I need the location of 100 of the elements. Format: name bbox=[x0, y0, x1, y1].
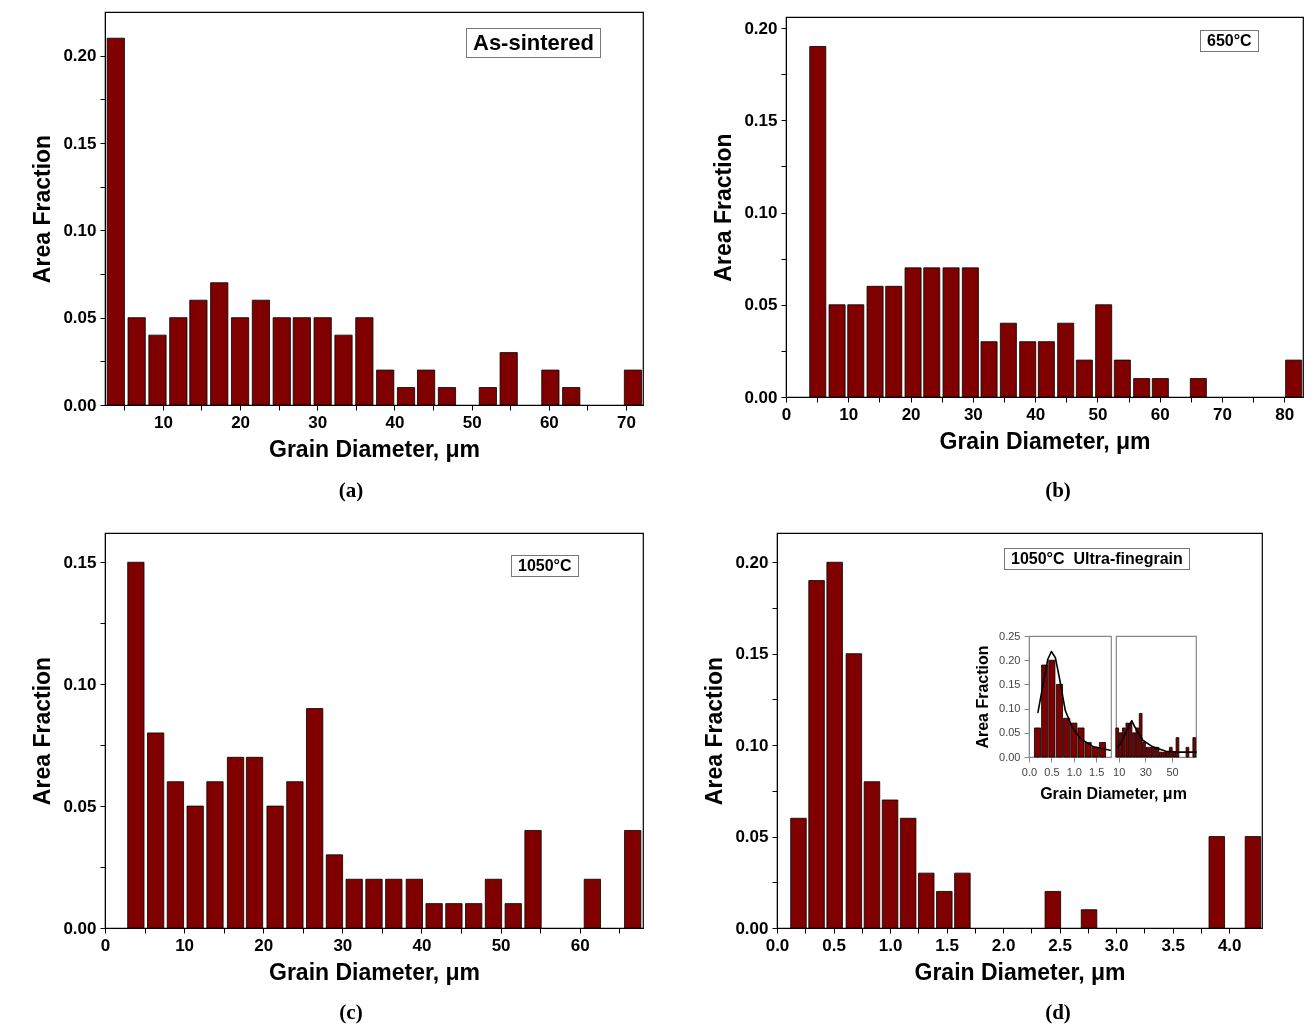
bar bbox=[266, 805, 284, 929]
x-tick-label: 2.5 bbox=[1048, 935, 1072, 955]
x-tick-label: 30 bbox=[333, 935, 353, 955]
y-tick-label: 0.20 bbox=[735, 552, 769, 572]
x-tick-label: 10 bbox=[175, 935, 195, 955]
x-axis-title: Grain Diameter, μm bbox=[939, 427, 1151, 454]
y-tick-label: 0.05 bbox=[735, 827, 769, 847]
annotation: 1050°C bbox=[511, 555, 579, 577]
y-tick-label: 0.05 bbox=[63, 796, 97, 816]
y-tick-label: 0.10 bbox=[63, 674, 97, 694]
x-tick-label: 0.5 bbox=[822, 935, 846, 955]
bar bbox=[245, 756, 264, 929]
text: (a) bbox=[338, 478, 364, 503]
x-tick-label: 50 bbox=[462, 412, 482, 432]
y-tick-label: 0.15 bbox=[63, 133, 97, 153]
bar bbox=[376, 369, 395, 406]
x-tick-label: 1.0 bbox=[878, 935, 903, 955]
bar bbox=[166, 781, 184, 929]
x-tick-label: 30 bbox=[1139, 765, 1152, 778]
x-axis-title: Grain Diameter, μm bbox=[914, 958, 1126, 985]
bar bbox=[127, 561, 145, 929]
bar bbox=[186, 805, 204, 929]
x-tick-label: 0.0 bbox=[765, 935, 790, 955]
bar bbox=[1037, 341, 1055, 398]
bar bbox=[306, 708, 324, 929]
x-tick-label: 0 bbox=[781, 404, 792, 424]
bar bbox=[127, 317, 146, 406]
x-tick-label: 1.0 bbox=[1066, 765, 1082, 778]
bar bbox=[504, 903, 522, 929]
x-tick-label: 80 bbox=[1275, 404, 1295, 424]
x-tick-label: 50 bbox=[1088, 404, 1108, 424]
x-tick-label: 1.5 bbox=[1089, 765, 1105, 778]
x-tick-label: 20 bbox=[901, 404, 921, 424]
bar bbox=[251, 299, 270, 406]
y-axis-title: Area Fraction bbox=[974, 645, 992, 749]
bar bbox=[1208, 836, 1225, 929]
bar bbox=[583, 878, 601, 929]
y-tick-label: 0.00 bbox=[63, 395, 97, 415]
bar bbox=[345, 878, 363, 929]
y-tick-label: 0.05 bbox=[999, 726, 1021, 739]
bar bbox=[437, 387, 456, 406]
x-tick-label: 70 bbox=[1213, 404, 1232, 424]
y-tick-label: 0.15 bbox=[735, 644, 769, 664]
x-tick-label: 10 bbox=[839, 404, 859, 424]
bar bbox=[1075, 359, 1093, 398]
bar bbox=[292, 317, 311, 406]
bar bbox=[425, 903, 443, 929]
x-tick-label: 40 bbox=[412, 935, 432, 955]
x-tick-label: 60 bbox=[570, 935, 590, 955]
annotation: 650°C bbox=[1200, 30, 1259, 52]
text: (d) bbox=[1045, 1000, 1071, 1025]
x-tick-label: 50 bbox=[491, 935, 511, 955]
x-tick-label: 0.5 bbox=[1044, 765, 1060, 778]
x-tick-label: 20 bbox=[254, 935, 274, 955]
y-tick-label: 0.10 bbox=[63, 220, 97, 240]
x-tick-label: 0 bbox=[100, 935, 111, 955]
x-tick-label: 60 bbox=[1150, 404, 1170, 424]
x-tick-label: 50 bbox=[1166, 765, 1179, 778]
bar bbox=[562, 387, 581, 406]
y-tick-label: 0.15 bbox=[999, 677, 1021, 690]
bar bbox=[1133, 378, 1151, 398]
x-tick-label: 3.0 bbox=[1104, 935, 1129, 955]
x-tick-label: 40 bbox=[385, 412, 405, 432]
y-tick-label: 0.10 bbox=[735, 735, 769, 755]
text: (b) bbox=[1045, 478, 1071, 503]
y-axis-title: Area Fraction bbox=[710, 133, 737, 282]
y-tick-label: 0.00 bbox=[999, 750, 1021, 763]
y-tick-label: 0.00 bbox=[63, 918, 97, 938]
annotation: 1050°C Ultra-finegrain bbox=[1004, 548, 1190, 570]
y-tick-label: 0.00 bbox=[744, 387, 778, 407]
x-tick-label: 10 bbox=[1113, 765, 1126, 778]
x-axis-title: Grain Diameter, μm bbox=[269, 958, 480, 985]
x-tick-label: 30 bbox=[308, 412, 328, 432]
bar bbox=[206, 781, 224, 929]
bar bbox=[845, 653, 863, 929]
y-axis-title: Area Fraction bbox=[29, 134, 56, 284]
bar bbox=[478, 387, 497, 406]
x-axis-title: Grain Diameter, μm bbox=[1040, 784, 1187, 802]
y-tick-label: 0.05 bbox=[744, 295, 778, 315]
y-tick-label: 0.10 bbox=[744, 203, 778, 223]
y-tick-label: 0.20 bbox=[999, 653, 1021, 666]
y-tick-label: 0.20 bbox=[63, 46, 97, 66]
x-tick-label: 2.0 bbox=[991, 935, 1016, 955]
y-tick-label: 0.00 bbox=[735, 918, 769, 938]
bar bbox=[334, 334, 353, 406]
x-tick-label: 1.5 bbox=[935, 935, 959, 955]
y-tick-label: 0.15 bbox=[63, 552, 97, 572]
bar bbox=[465, 903, 483, 929]
bar bbox=[210, 282, 229, 406]
x-tick-label: 40 bbox=[1026, 404, 1046, 424]
x-tick-label: 4.0 bbox=[1217, 935, 1242, 955]
x-tick-label: 60 bbox=[539, 412, 559, 432]
y-tick-label: 0.25 bbox=[999, 629, 1021, 642]
y-tick-label: 0.10 bbox=[999, 702, 1021, 715]
annotation: As-sintered bbox=[466, 28, 602, 58]
x-tick-label: 3.5 bbox=[1161, 935, 1186, 955]
text: (c) bbox=[339, 1000, 363, 1025]
x-tick-label: 70 bbox=[617, 412, 636, 432]
bar bbox=[397, 387, 416, 406]
x-tick-label: 20 bbox=[231, 412, 251, 432]
